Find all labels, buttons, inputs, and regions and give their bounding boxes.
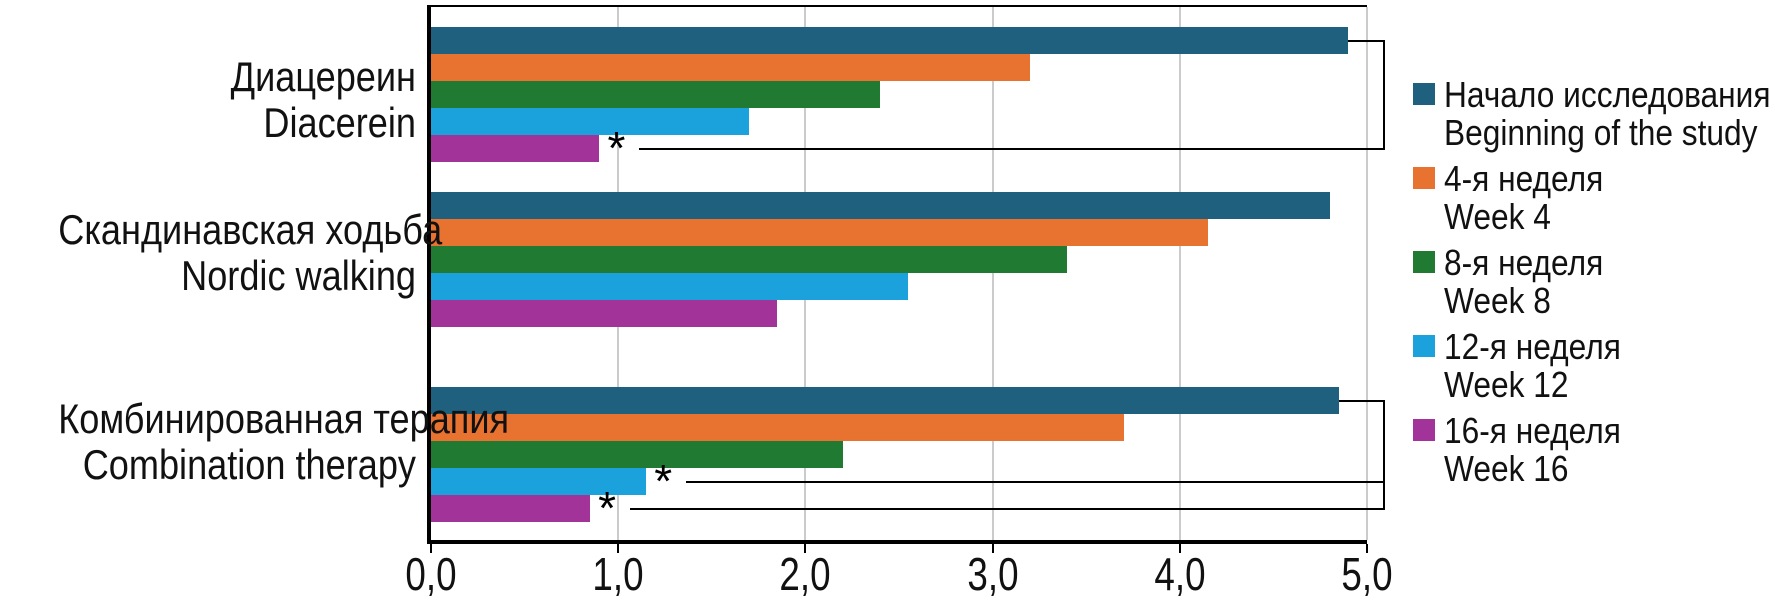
legend-swatch [1413,335,1435,357]
x-tick-mark [1366,544,1368,553]
legend-label-ru: 12-я неделя [1444,326,1621,367]
x-tick-label: 0,0 [405,548,457,600]
bar-group2-series4 [431,495,591,522]
x-tick-mark [991,544,994,553]
legend-label-ru: 4-я неделя [1444,158,1604,199]
group-label-en: Nordic walking [181,252,416,299]
bar-group1-series2 [431,246,1068,273]
asterisk-marker: * [598,482,617,534]
legend-item-1: 4-я неделя Week 4 [1413,160,1775,236]
legend-label-en: Week 8 [1444,280,1551,321]
legend-swatch [1413,83,1435,105]
bar-group1-series0 [431,192,1330,219]
group-label-ru: Диацереин [230,53,416,100]
legend-label: 8-я неделя Week 8 [1444,244,1771,320]
legend-item-3: 12-я неделя Week 12 [1413,328,1775,404]
x-tick-mark [1178,544,1181,553]
x-tick-label: 5,0 [1341,548,1393,600]
significance-bracket-vertical [1383,399,1385,510]
significance-line [1338,399,1383,402]
bar-group0-series0 [431,27,1349,54]
legend-label-en: Week 4 [1444,196,1551,237]
x-tick-label: 3,0 [967,548,1019,600]
significance-line [1348,39,1383,42]
bar-group0-series2 [431,81,881,108]
significance-line [630,507,1383,510]
grid-line [1366,7,1368,540]
grid-line [1178,7,1181,540]
bar-group1-series1 [431,219,1208,246]
asterisk-marker: * [607,122,626,174]
bar-group1-series4 [431,300,778,327]
significance-line [686,480,1383,483]
group-label-en: Combination therapy [82,441,417,488]
asterisk-marker: * [654,455,673,507]
bar-group2-series2 [431,441,843,468]
legend-item-4: 16-я неделя Week 16 [1413,412,1775,488]
bar-group2-series3 [431,468,647,495]
significance-line [639,147,1383,150]
significance-bracket-vertical [1383,39,1385,150]
legend-label: 12-я неделя Week 12 [1444,328,1771,404]
x-tick-label: 4,0 [1154,548,1206,600]
bar-group1-series3 [431,273,909,300]
plot-area: * * * [427,5,1385,544]
bar-group0-series4 [431,135,600,162]
group-label-0: Диацереин Diacerein [58,54,416,146]
legend-item-2: 8-я неделя Week 8 [1413,244,1775,320]
legend-label-en: Week 16 [1444,448,1569,489]
legend-swatch [1413,167,1435,189]
bar-group2-series1 [431,414,1124,441]
bar-group0-series1 [431,54,1031,81]
legend-label-ru: Начало исследования [1444,74,1771,115]
group-label-en: Diacerein [263,99,416,146]
group-label-2: Комбинированная терапия Combination thera… [58,395,510,488]
bar-group2-series0 [431,387,1339,414]
group-label-ru: Скандинавская ходьба [58,206,443,253]
x-tick-label: 1,0 [592,548,644,600]
legend-swatch [1413,251,1435,273]
x-tick-label: 2,0 [779,548,831,600]
legend: Начало исследования Beginning of the stud… [1413,76,1775,496]
legend-label: 4-я неделя Week 4 [1444,160,1771,236]
legend-label: Начало исследования Beginning of the stud… [1444,76,1771,152]
legend-label-ru: 16-я неделя [1444,410,1621,451]
legend-label-en: Beginning of the study [1444,112,1758,153]
legend-label: 16-я неделя Week 16 [1444,412,1771,488]
group-label-ru: Комбинированная терапия [58,395,510,442]
x-tick-mark [430,544,432,553]
x-tick-mark [804,544,807,553]
grid-line [991,7,994,540]
x-tick-mark [617,544,620,553]
legend-swatch [1413,419,1435,441]
legend-label-ru: 8-я неделя [1444,242,1604,283]
legend-item-0: Начало исследования Beginning of the stud… [1413,76,1775,152]
bar-group0-series3 [431,108,750,135]
legend-label-en: Week 12 [1444,364,1569,405]
group-label-1: Скандинавская ходьба Nordic walking [58,206,443,299]
